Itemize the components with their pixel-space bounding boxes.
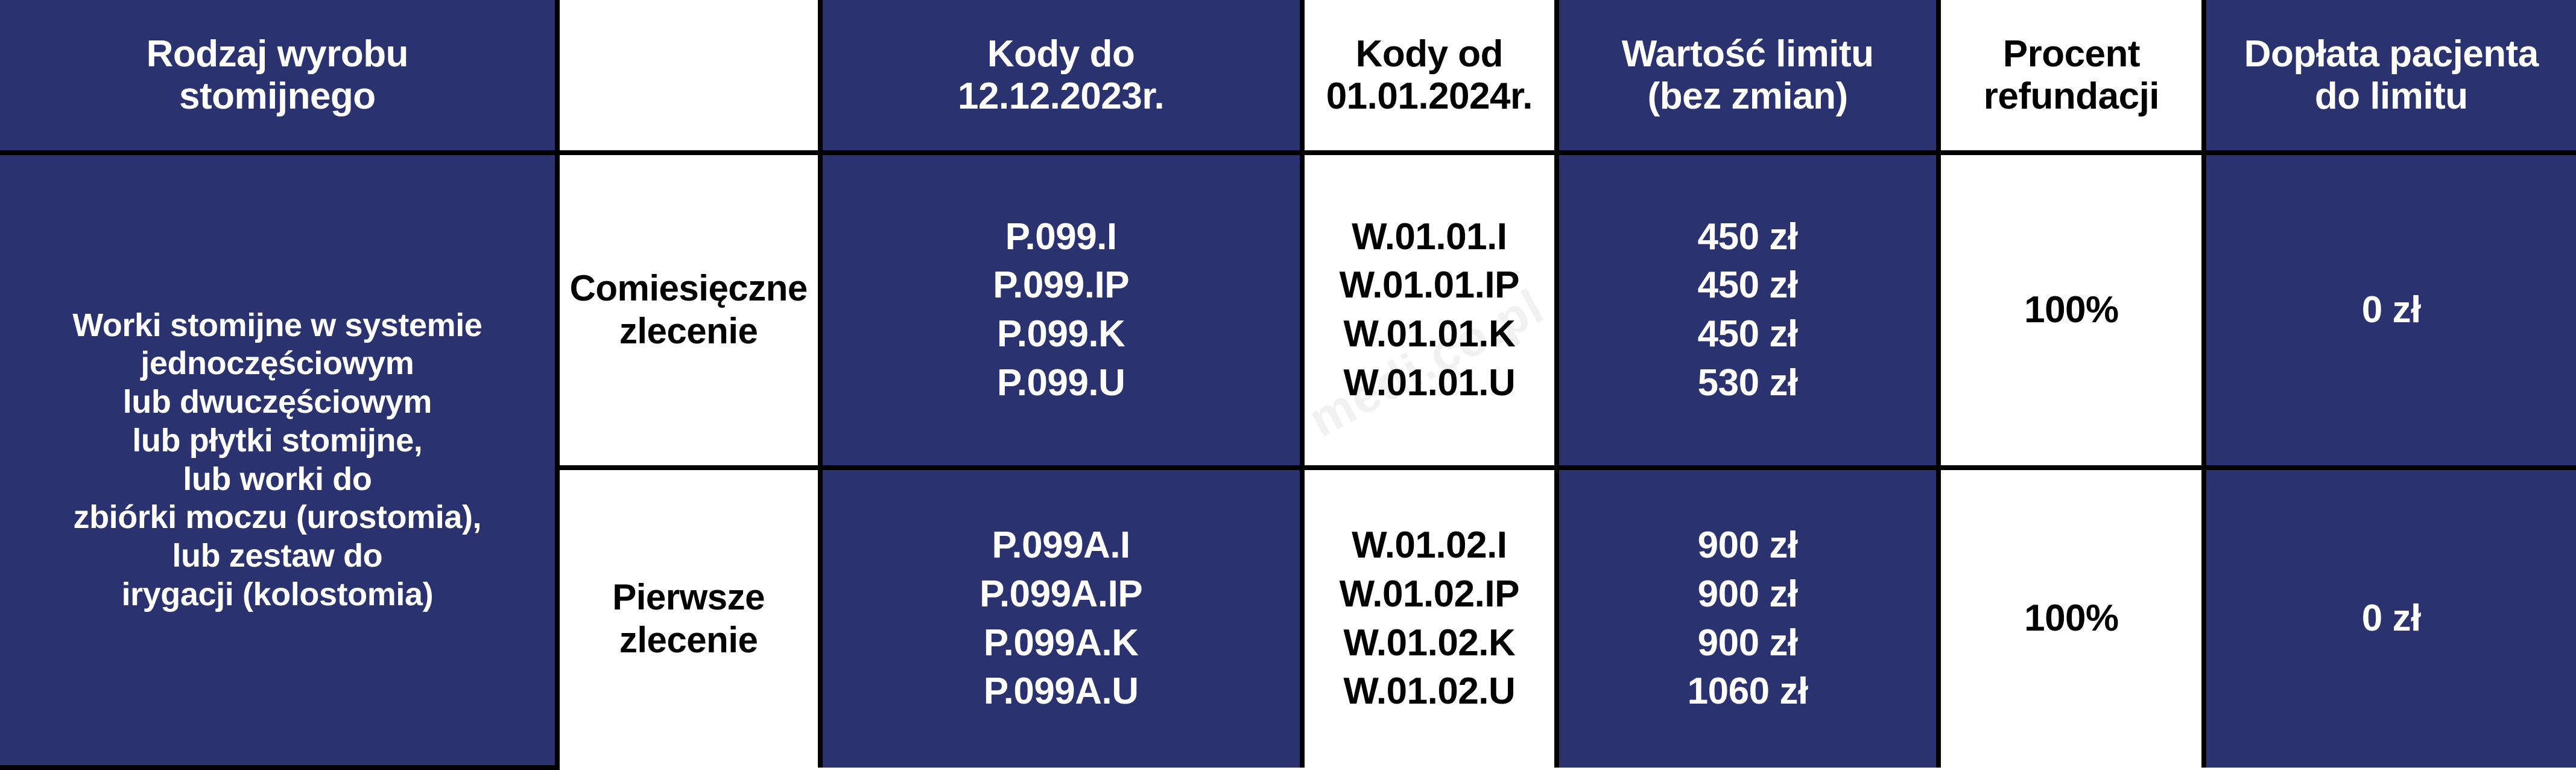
code-old-item: P.099.U [996,361,1125,404]
limit-value-item: 530 zł [1697,361,1798,404]
product-description-line1: Worki stomijne w systemie [72,307,483,343]
code-new-item: W.01.02.K [1343,622,1516,664]
table-header-row: Rodzaj wyrobu stomijnego Kody do 12.12.2… [0,0,2576,155]
header-codes-new-line2: 01.01.2024r. [1326,75,1533,117]
product-description-line8: irygacji (kolostomia) [121,576,434,612]
cell-patient-copay-first: 0 zł [2201,465,2576,768]
header-cell-codes-new: Kody od 01.01.2024r. [1299,0,1559,155]
limit-value-item: 900 zł [1697,573,1798,615]
code-old-item: P.099A.U [983,670,1139,713]
header-codes-old-line1: Kody do [987,33,1135,75]
code-new-item: W.01.01.K [1343,313,1516,355]
header-codes-new-line1: Kody od [1355,33,1504,75]
header-refund-line2: refundacji [1983,75,2160,117]
order-type-monthly-line2: zlecenie [619,311,758,351]
header-cell-limit-value: Wartość limitu (bez zmian) [1554,0,1941,155]
limit-value-item: 450 zł [1697,313,1798,355]
code-old-item: P.099.K [996,313,1125,355]
cell-codes-old-monthly: P.099.I P.099.IP P.099.K P.099.U [817,150,1305,470]
refund-percent-value: 100% [2024,288,2119,331]
header-codes-old-line2: 12.12.2023r. [958,75,1165,117]
cell-patient-copay-monthly: 0 zł [2201,150,2576,470]
header-product-type-line2: stomijnego [179,75,376,117]
limit-value-item: 900 zł [1697,524,1798,567]
header-copay-line1: Dopłata pacjenta [2244,33,2539,75]
limit-value-item: 900 zł [1697,622,1798,664]
cell-limit-values-monthly: 450 zł 450 zł 450 zł 530 zł [1554,150,1941,470]
cell-refund-percent-monthly: 100% [1936,150,2207,470]
product-description-line7: lub zestaw do [172,537,383,574]
product-description-line6: zbiórki moczu (urostomia), [73,499,482,536]
header-cell-product-type: Rodzaj wyrobu stomijnego [0,0,560,155]
code-old-item: P.099.I [1005,215,1117,258]
header-limit-line2: (bez zmian) [1647,75,1849,117]
header-refund-line1: Procent [2002,33,2141,75]
header-cell-codes-old: Kody do 12.12.2023r. [817,0,1305,155]
product-description-line4: lub płytki stomijne, [132,422,423,459]
limit-value-item: 1060 zł [1687,670,1808,713]
code-new-item: W.01.01.U [1343,361,1516,404]
code-new-item: W.01.01.IP [1339,264,1520,307]
product-description-line5: lub worki do [183,460,372,497]
limit-value-item: 450 zł [1697,215,1798,258]
order-type-first-line2: zlecenie [619,619,758,660]
cell-refund-percent-first: 100% [1936,465,2207,768]
header-limit-line1: Wartość limitu [1621,33,1874,75]
limit-value-item: 450 zł [1697,264,1798,307]
header-copay-line2: do limitu [2314,75,2468,117]
header-cell-patient-copay: Dopłata pacjenta do limitu [2201,0,2576,155]
code-old-item: P.099A.IP [979,573,1143,615]
cell-codes-old-first: P.099A.I P.099A.IP P.099A.K P.099A.U [817,465,1305,768]
patient-copay-value: 0 zł [2361,288,2421,331]
product-description-line2: jednoczęściowym [141,345,414,382]
patient-copay-value: 0 zł [2361,597,2421,640]
code-new-item: W.01.02.U [1343,670,1516,713]
cell-codes-new-monthly: medi.co.pl W.01.01.I W.01.01.IP W.01.01.… [1299,150,1559,470]
code-new-item: W.01.02.IP [1339,573,1520,615]
cell-order-type-monthly: Comiesięczne zlecenie [554,150,823,470]
code-new-item: W.01.01.I [1352,215,1507,258]
code-old-item: P.099A.I [992,524,1131,567]
cell-limit-values-first: 900 zł 900 zł 900 zł 1060 zł [1554,465,1941,768]
cell-product-description: Worki stomijne w systemie jednoczęściowy… [0,150,560,770]
table-row: Pierwsze zlecenie P.099A.I P.099A.IP P.0… [0,465,2576,768]
order-type-monthly-line1: Comiesięczne [569,268,808,309]
code-new-item: W.01.02.I [1352,524,1507,567]
cell-codes-new-first: W.01.02.I W.01.02.IP W.01.02.K W.01.02.U [1299,465,1559,768]
code-old-item: P.099.IP [993,264,1130,307]
order-type-first-line1: Pierwsze [612,576,765,617]
product-description-line3: lub dwuczęściowym [122,384,432,421]
cell-order-type-first: Pierwsze zlecenie [557,465,823,768]
header-cell-refund-percent: Procent refundacji [1936,0,2207,155]
table-row: Worki stomijne w systemie jednoczęściowy… [0,150,2576,770]
refund-percent-value: 100% [2024,597,2119,640]
header-cell-order-type [554,0,823,155]
header-product-type-line1: Rodzaj wyrobu [146,33,409,75]
code-old-item: P.099A.K [983,622,1139,664]
